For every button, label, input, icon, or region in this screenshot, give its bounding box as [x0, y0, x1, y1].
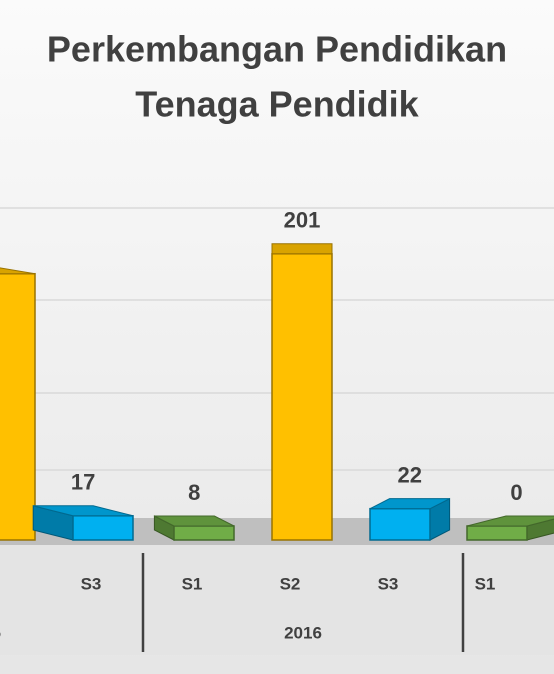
- bar-top: [154, 515, 235, 527]
- value-label: 201: [284, 208, 321, 233]
- x-tick-label: S3: [81, 574, 102, 593]
- x-tick-label: S1: [182, 574, 203, 593]
- bar: [173, 525, 235, 541]
- bar: [271, 253, 333, 541]
- bar: [369, 507, 431, 541]
- bar-top: [271, 243, 333, 255]
- axis-separators: [141, 553, 465, 652]
- x-tick-label: S3: [378, 574, 399, 593]
- bar: [0, 272, 36, 541]
- bar: [466, 525, 528, 541]
- group-label: 2016: [284, 623, 322, 642]
- group-label: 2015: [0, 623, 1, 642]
- value-label: 17: [71, 470, 95, 495]
- value-label: 8: [188, 480, 200, 505]
- bar-top: [369, 498, 450, 510]
- x-tick-label: S1: [475, 574, 496, 593]
- value-label: 0: [510, 480, 522, 505]
- bar-top: [0, 267, 36, 275]
- value-label: 22: [398, 462, 422, 487]
- bar-top: [33, 505, 134, 517]
- bar: [72, 515, 134, 541]
- chart-title: Perkembangan Pendidikan: [47, 29, 507, 70]
- chart-title: Tenaga Pendidik: [135, 84, 419, 125]
- x-tick-label: S2: [280, 574, 301, 593]
- bar-top: [466, 515, 554, 527]
- axis-table: [0, 545, 554, 655]
